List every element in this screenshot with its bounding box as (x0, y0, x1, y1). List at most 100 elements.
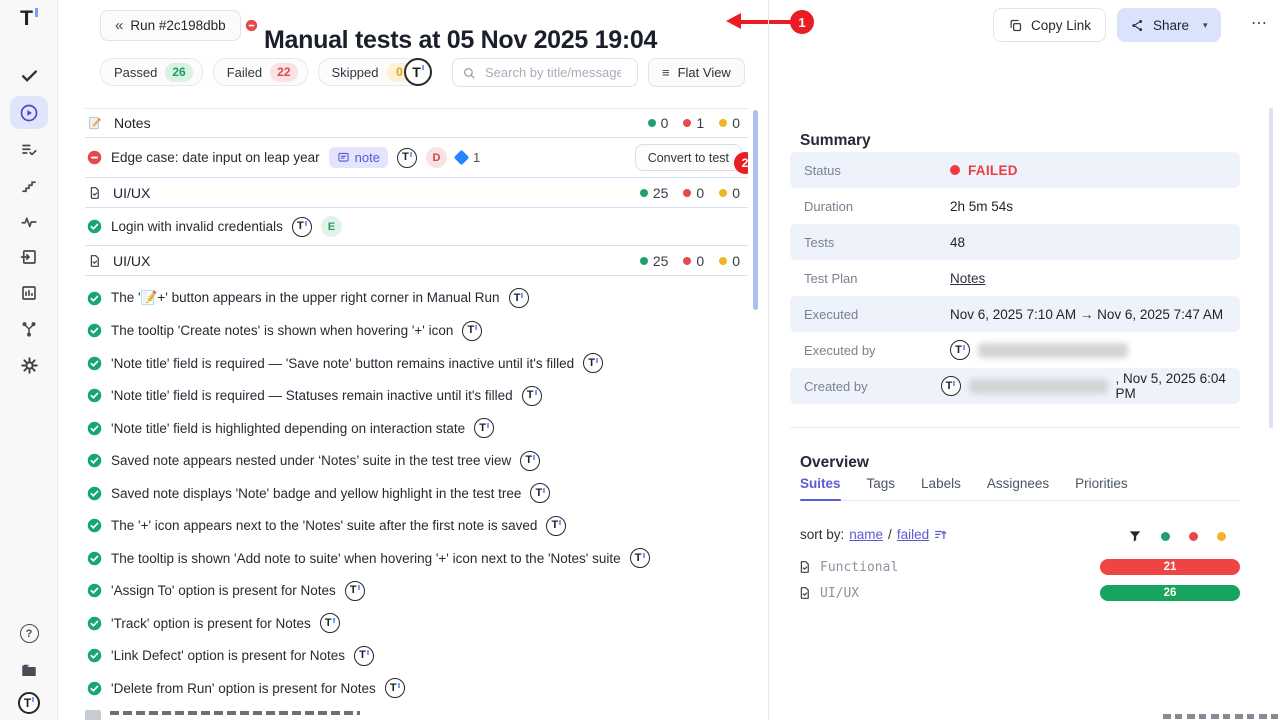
assignee-avatar: T (462, 320, 483, 341)
summary-row: Status FAILED (790, 152, 1240, 188)
sidebar-item-help[interactable]: ? (0, 624, 58, 643)
search-box[interactable] (452, 58, 638, 87)
sort-by-failed-link[interactable]: failed (896, 527, 930, 542)
test-list-scrollbar[interactable] (753, 110, 758, 310)
count-skipped: 0 (719, 185, 740, 201)
chip-label: Failed (226, 64, 263, 80)
test-row[interactable]: 'Link Defect' option is present for Note… (85, 640, 748, 673)
pulse-icon (21, 217, 37, 228)
test-row[interactable]: 'Note title' field is highlighted depend… (85, 412, 748, 445)
example-badge[interactable]: E (320, 216, 342, 237)
sidebar-item-import[interactable] (0, 248, 58, 266)
annotation-arrow-1 (726, 13, 741, 29)
sort-amount-up-icon[interactable] (934, 528, 948, 542)
jira-diamond-icon (453, 149, 470, 166)
test-row[interactable]: Saved note displays 'Note' badge and yel… (85, 477, 748, 510)
legend-skipped-dot[interactable] (1217, 531, 1226, 541)
count-failed: 1 (683, 115, 704, 131)
sidebar-item-runs[interactable] (10, 96, 48, 129)
tab-assignees[interactable]: Assignees (986, 476, 1050, 491)
filter-funnel-icon[interactable] (1128, 529, 1142, 543)
tab-labels[interactable]: Labels (921, 476, 961, 491)
list-check-icon (22, 144, 37, 156)
legend-passed-dot[interactable] (1161, 531, 1170, 541)
test-row[interactable]: Login with invalid credentials T E (85, 208, 748, 246)
stairs-icon (22, 181, 36, 193)
assignee-avatar: T (950, 340, 970, 360)
failed-dot (683, 188, 692, 197)
sidebar-item-branches[interactable] (0, 320, 58, 338)
test-row[interactable]: Saved note appears nested under ‘Notes’ … (85, 445, 748, 478)
count-passed: 0 (647, 115, 668, 131)
help-icon: ? (19, 624, 39, 643)
note-badge[interactable]: note (328, 147, 388, 168)
sidebar-item-reports[interactable] (0, 284, 58, 302)
sidebar-item-steps[interactable] (0, 177, 58, 195)
chip-label: Passed (114, 64, 158, 80)
copy-link-button[interactable]: Copy Link (993, 8, 1107, 42)
search-input[interactable] (483, 64, 623, 81)
sidebar-item-plans[interactable] (0, 141, 58, 159)
passed-status-icon (87, 551, 102, 565)
filter-chip-failed[interactable]: Failed 22 (212, 58, 308, 86)
sort-by-name-link[interactable]: name (849, 527, 884, 542)
suite-title: Notes (114, 115, 151, 131)
filter-chip-passed[interactable]: Passed 26 (100, 58, 203, 86)
flat-view-button[interactable]: ≡ Flat View (648, 58, 745, 87)
summary-label: Executed (804, 306, 859, 322)
test-row[interactable]: 'Note title' field is required — 'Save n… (85, 347, 748, 380)
note-icon (338, 152, 349, 162)
test-title: 'Note title' field is required — 'Save n… (111, 355, 575, 371)
more-options-button[interactable]: ⋯ (1245, 12, 1274, 34)
test-row[interactable]: The '📝+' button appears in the upper rig… (85, 282, 748, 315)
suite-row[interactable]: Notes 0 1 0 (85, 108, 748, 138)
suite-bar-pill[interactable]: 21 (1100, 559, 1240, 575)
test-row[interactable]: 'Track' option is present for Notes T (85, 607, 748, 640)
tab-tags[interactable]: Tags (866, 476, 896, 491)
count-failed: 0 (683, 185, 704, 201)
chip-count-badge: 26 (165, 62, 193, 82)
run-owner-avatar[interactable]: T (404, 58, 432, 86)
sidebar-item-tests[interactable] (0, 66, 58, 85)
app-logo[interactable]: T (0, 8, 58, 29)
test-row[interactable]: 'Note title' field is required — Statuse… (85, 380, 748, 413)
failed-status-icon (87, 150, 102, 165)
tab-suites[interactable]: Suites (800, 476, 841, 501)
test-plan-link[interactable]: Notes (950, 270, 986, 286)
sidebar-item-settings[interactable] (0, 356, 58, 375)
test-row[interactable]: Edge case: date input on leap year note T D… (85, 138, 748, 178)
test-row[interactable]: 'Delete from Run' option is present for … (85, 672, 748, 705)
share-button[interactable]: Share ▾ (1117, 8, 1221, 42)
passed-status-icon (87, 389, 102, 403)
sidebar-item-projects[interactable] (0, 661, 58, 679)
test-title: The '+' icon appears next to the 'Notes'… (111, 518, 538, 534)
caret-down-icon[interactable]: ▾ (1203, 19, 1208, 30)
suite-row[interactable]: UI/UX 25 0 0 (85, 178, 748, 208)
count-skipped: 0 (719, 115, 740, 131)
test-row[interactable]: 'Assign To' option is present for Notes T (85, 575, 748, 608)
failed-dot-icon (950, 165, 960, 175)
jira-issue-badge[interactable]: 1 (453, 149, 480, 166)
sidebar-user-avatar[interactable]: T (0, 692, 58, 714)
back-to-run-button[interactable]: « Run #2c198dbb (100, 10, 241, 41)
count-failed: 0 (683, 253, 704, 269)
defect-badge[interactable]: D (425, 147, 447, 168)
logo-t-icon: T (20, 8, 38, 29)
legend-failed-dot[interactable] (1189, 531, 1198, 541)
suite-bar-name[interactable]: UI/UX (820, 585, 860, 601)
suite-row[interactable]: UI/UX 25 0 0 (85, 246, 748, 276)
test-row[interactable]: The '+' icon appears next to the 'Notes'… (85, 510, 748, 543)
doc-check-icon (90, 186, 99, 199)
folder-icon (22, 664, 36, 676)
suite-bar-pill[interactable]: 26 (1100, 585, 1240, 601)
panel-scrollbar[interactable] (1269, 108, 1273, 428)
suite-bar-name[interactable]: Functional (820, 559, 899, 575)
tab-priorities[interactable]: Priorities (1075, 476, 1128, 491)
sidebar-item-pulse[interactable] (0, 213, 58, 231)
suite-bars: Functional 21 UI/UX 26 (797, 554, 1240, 606)
test-row[interactable]: The tooltip 'Create notes' is shown when… (85, 315, 748, 348)
test-row[interactable]: The tooltip is shown 'Add note to suite'… (85, 542, 748, 575)
passed-dot (639, 256, 648, 265)
convert-to-test-button[interactable]: Convert to test (634, 144, 742, 171)
